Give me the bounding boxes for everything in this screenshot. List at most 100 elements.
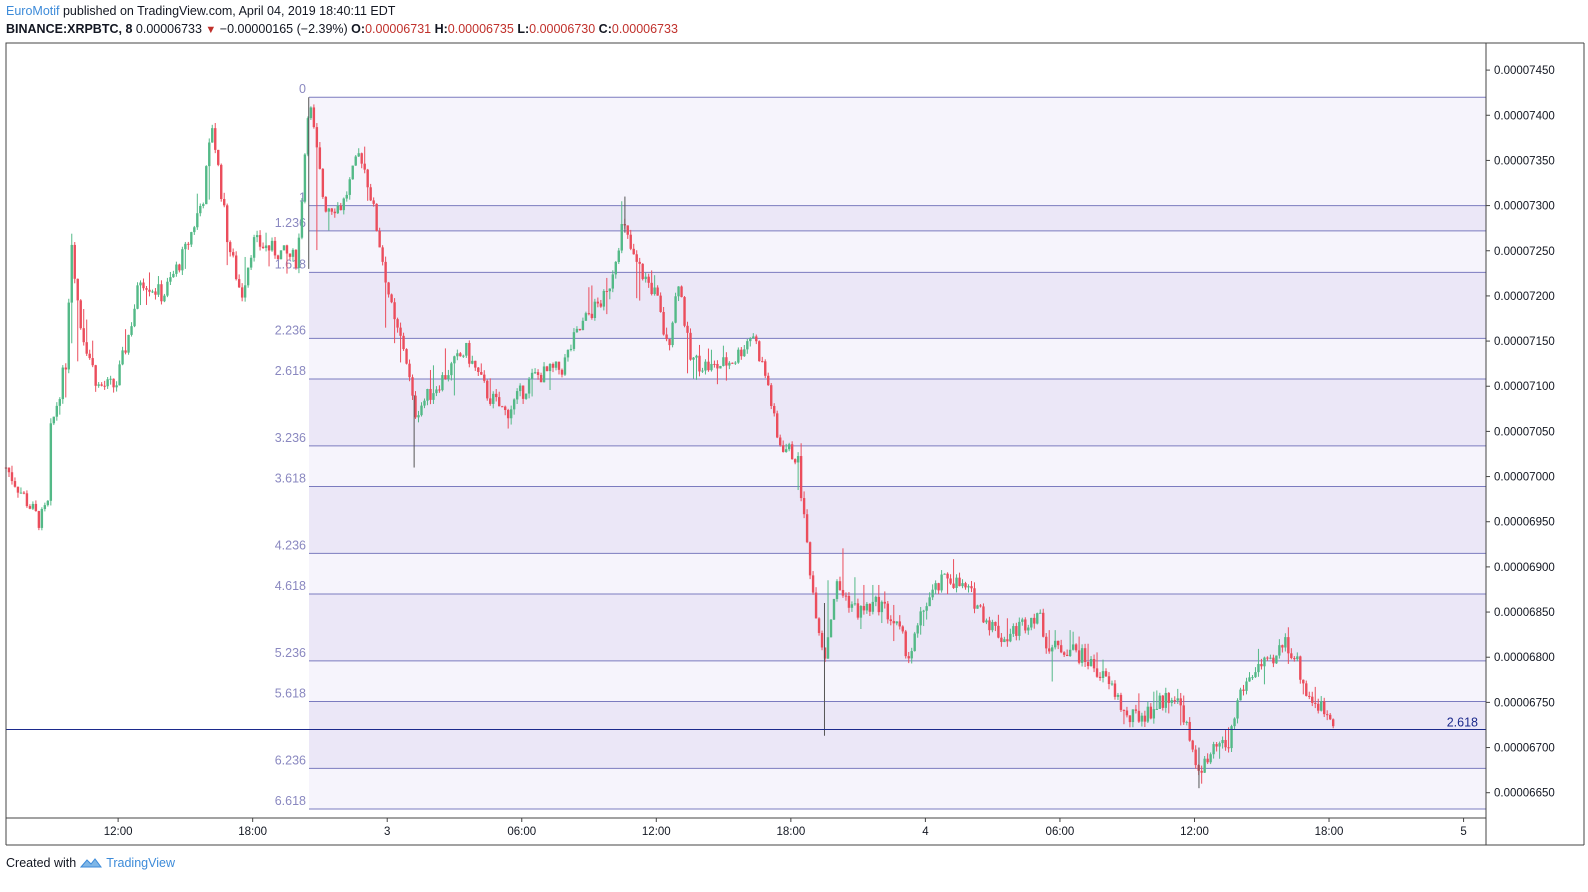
candle-body xyxy=(668,339,671,346)
candle-body xyxy=(626,225,629,235)
y-tick-label: 0.00007450 xyxy=(1494,65,1555,77)
fib-label: 6.236 xyxy=(275,753,306,767)
candle-body xyxy=(752,336,755,339)
candle-body xyxy=(584,313,588,321)
candle-body xyxy=(495,393,498,398)
candle-body xyxy=(67,302,70,370)
candle-body xyxy=(357,153,360,157)
candle-body xyxy=(1003,639,1006,643)
candle-body xyxy=(883,601,887,604)
tradingview-brand[interactable]: TradingView xyxy=(106,856,175,870)
candle-body xyxy=(686,325,689,333)
candle-body xyxy=(16,486,20,493)
candle-body xyxy=(922,610,925,612)
candle-body xyxy=(796,456,800,463)
candle-body xyxy=(372,200,375,204)
candle-body xyxy=(1000,637,1003,643)
candle-body xyxy=(1278,645,1281,656)
candle-body xyxy=(1053,640,1057,648)
candle-body xyxy=(360,153,363,164)
candle-body xyxy=(1191,740,1194,750)
candle-body xyxy=(184,243,187,250)
candle-body xyxy=(25,493,29,507)
candle-body xyxy=(1056,640,1060,646)
fib-label: 1 xyxy=(299,191,306,205)
candles xyxy=(4,97,1335,789)
time-axis: 12:00 18:00 3 06:00 12:00 18:00 4 06:00 12:00 18:… xyxy=(104,818,1467,838)
candle-body xyxy=(384,261,387,283)
high-label: H: xyxy=(434,22,448,36)
candle-body xyxy=(850,604,854,608)
candle-body xyxy=(58,399,62,406)
candle-body xyxy=(572,332,576,349)
candle-body xyxy=(787,444,791,450)
candle-body xyxy=(853,603,857,605)
candle-body xyxy=(1317,703,1320,711)
last-price: 0.00006733 xyxy=(135,22,202,36)
candle-body xyxy=(1326,714,1329,716)
candle-body xyxy=(276,255,280,260)
candle-body xyxy=(590,313,594,319)
candle-body xyxy=(228,242,232,253)
candle-body xyxy=(1221,739,1224,744)
candle-body xyxy=(432,393,435,400)
candle-body xyxy=(1009,633,1012,642)
candle-body xyxy=(722,357,725,366)
author-link[interactable]: EuroMotif xyxy=(6,4,60,18)
candle-body xyxy=(632,248,635,255)
candle-body xyxy=(342,198,345,211)
candle-body xyxy=(1122,709,1126,711)
candle-body xyxy=(761,361,764,363)
candle-body xyxy=(1107,676,1111,684)
fib-bands xyxy=(309,97,1486,809)
candle-body xyxy=(907,656,910,659)
fib-band xyxy=(309,272,1486,339)
x-tick-label: 12:00 xyxy=(1180,826,1209,838)
candle-body xyxy=(781,445,785,452)
candle-body xyxy=(336,205,339,214)
y-tick-label: 0.00006700 xyxy=(1494,743,1555,755)
candle-body xyxy=(330,208,334,212)
candle-body xyxy=(778,437,782,446)
created-with-text: Created with xyxy=(6,856,77,870)
candle-body xyxy=(940,574,943,591)
candle-body xyxy=(805,514,809,543)
candle-body xyxy=(1068,649,1072,657)
low-value: 0.00006730 xyxy=(529,22,596,36)
candle-body xyxy=(489,398,492,404)
candle-body xyxy=(1161,695,1165,708)
candle-body xyxy=(1296,656,1299,660)
candle-body xyxy=(414,395,417,418)
candle-body xyxy=(608,288,612,292)
candle-body xyxy=(1203,758,1206,773)
candle-body xyxy=(1182,705,1185,723)
candle-body xyxy=(196,213,199,228)
candle-body xyxy=(1170,700,1173,703)
candle-body xyxy=(877,596,881,613)
candle-body xyxy=(399,327,402,336)
candle-body xyxy=(327,208,331,212)
candle-body xyxy=(620,224,623,251)
candle-body xyxy=(835,581,839,600)
candle-body xyxy=(1152,709,1156,719)
fib-label: 0 xyxy=(299,82,306,96)
candle-body xyxy=(1233,718,1236,727)
candle-body xyxy=(151,291,154,293)
candle-body xyxy=(1311,696,1314,703)
candle-body xyxy=(764,361,767,376)
candle-body xyxy=(267,245,271,251)
candle-body xyxy=(1164,692,1167,708)
candle-body xyxy=(841,589,845,596)
candle-body xyxy=(898,621,901,627)
candle-body xyxy=(755,336,758,342)
current-level-label: 2.618 xyxy=(1447,715,1478,729)
candle-body xyxy=(1116,694,1120,697)
candle-body xyxy=(1206,758,1209,763)
candle-body xyxy=(255,235,259,238)
candle-body xyxy=(312,107,316,128)
candle-body xyxy=(1048,648,1051,652)
candle-body xyxy=(208,142,211,167)
candle-body xyxy=(202,204,205,206)
candle-body xyxy=(459,353,462,357)
